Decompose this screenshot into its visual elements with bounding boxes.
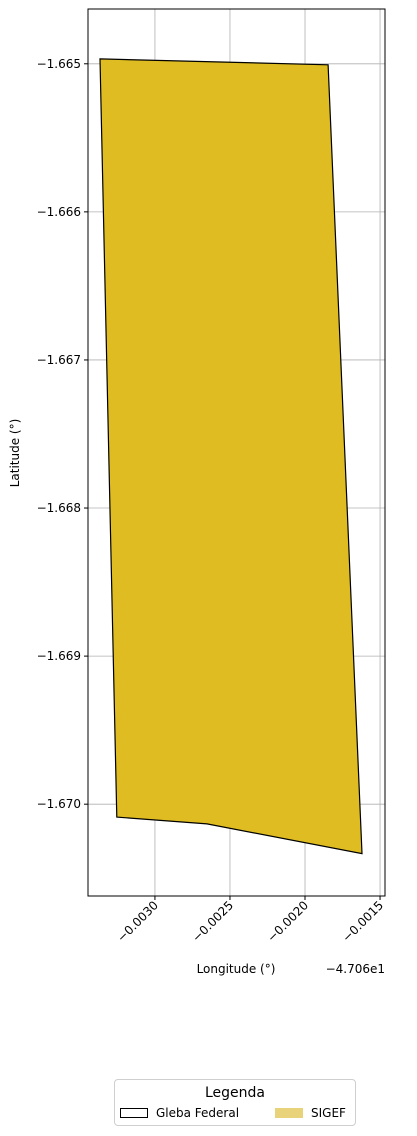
legend-item-gleba-federal: Gleba Federal: [120, 1106, 239, 1120]
polygon-layer: [99, 58, 363, 855]
legend-label: SIGEF: [311, 1106, 346, 1120]
y-tick-label: −1.668: [37, 501, 81, 515]
y-tick-label: −1.667: [37, 353, 81, 367]
legend-item-sigef: SIGEF: [275, 1106, 346, 1120]
x-axis-label: Longitude (°): [197, 962, 276, 976]
y-tick-label: −1.670: [37, 797, 81, 811]
legend-label: Gleba Federal: [156, 1106, 240, 1120]
x-offset-label: −4.706e1: [326, 962, 385, 976]
legend-swatch-fill: [275, 1108, 303, 1118]
legend-swatch-outline: [120, 1108, 148, 1118]
legend: Legenda Gleba Federal SIGEF: [114, 1079, 356, 1126]
y-axis-label: Latitude (°): [8, 419, 22, 488]
x-tick-label: −0.0015: [339, 898, 386, 945]
legend-title: Legenda: [204, 1085, 265, 1101]
y-tick-label: −1.666: [37, 205, 81, 219]
y-tick-label: −1.669: [37, 649, 81, 663]
axes-frame: [87, 8, 386, 897]
x-tick-label: −0.0025: [189, 898, 236, 945]
sigef-polygon: [99, 58, 363, 855]
y-tick-label: −1.665: [37, 57, 81, 71]
x-tick-label: −0.0020: [264, 898, 311, 945]
x-tick-label: −0.0030: [114, 898, 161, 945]
